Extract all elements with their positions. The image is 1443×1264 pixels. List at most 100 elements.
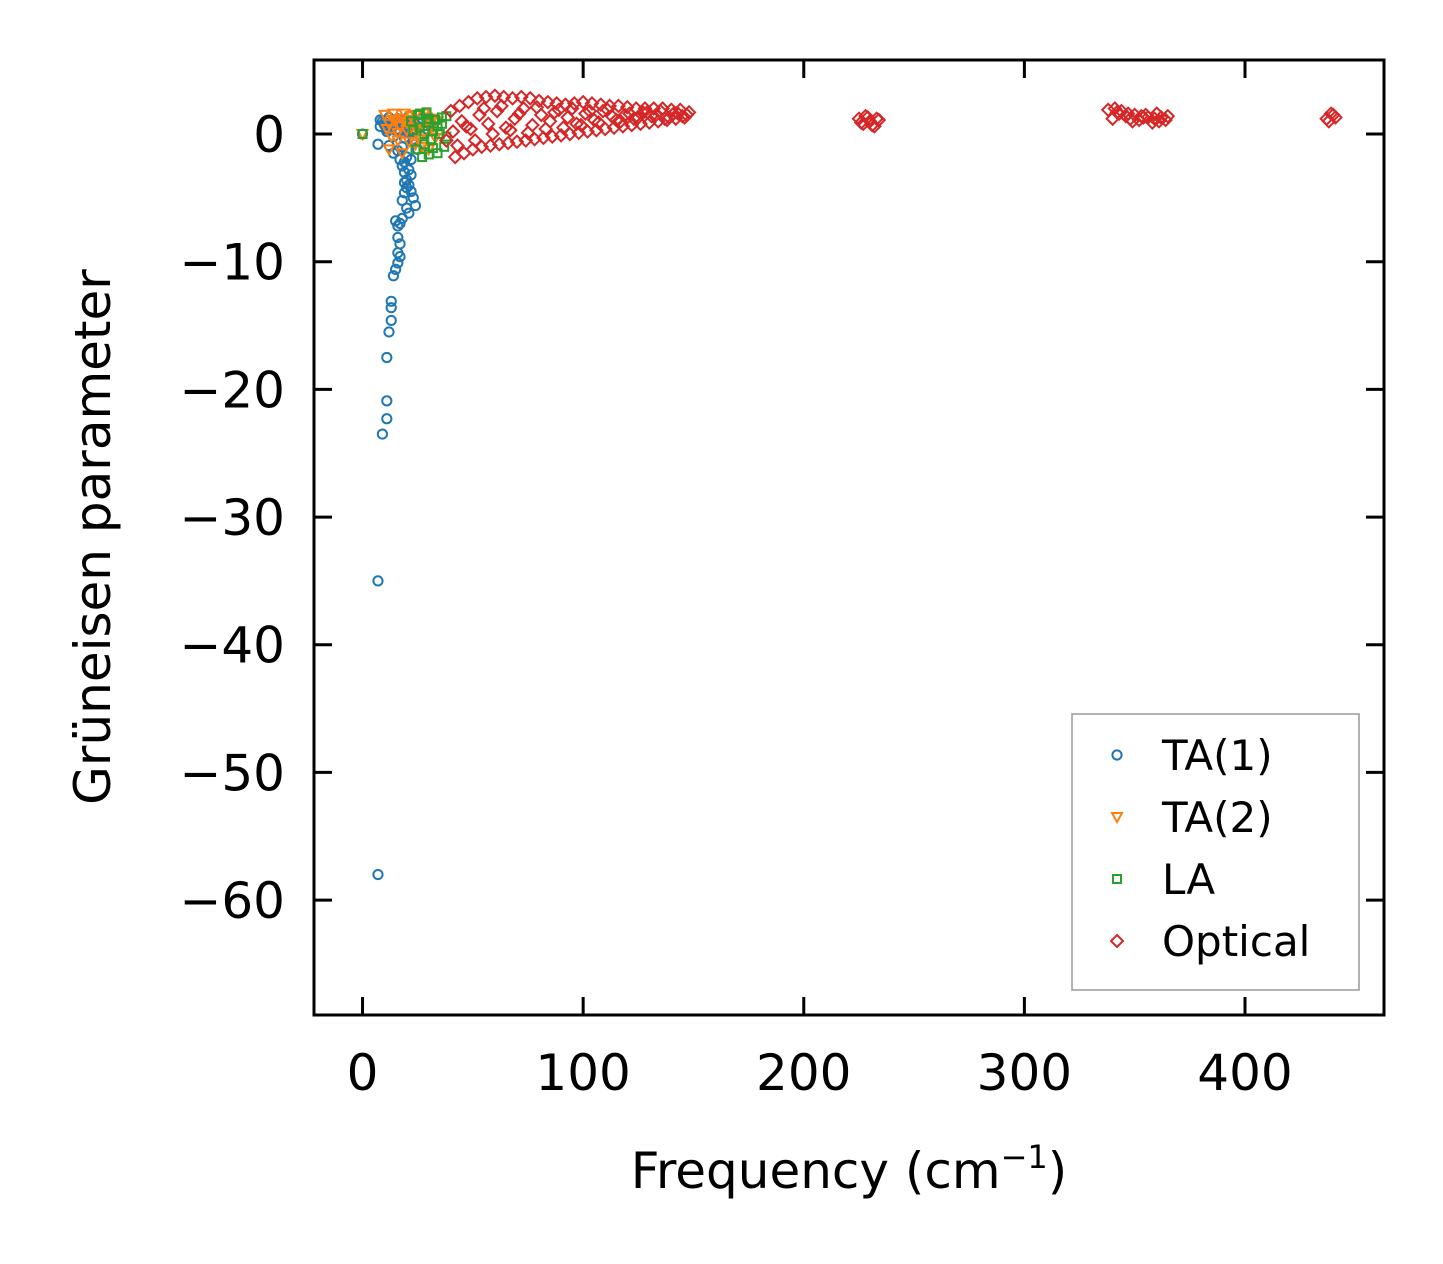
data-point-la [408, 125, 419, 136]
data-point-ta-1 [387, 270, 400, 282]
data-point-optical [443, 103, 459, 119]
data-point-optical [445, 124, 461, 139]
data-point-la [410, 144, 421, 155]
y-tick-label: −60 [179, 872, 285, 930]
data-point-optical [675, 108, 690, 124]
legend-label: Optical [1162, 917, 1310, 966]
data-point-optical [502, 122, 518, 138]
data-point-optical [463, 121, 479, 137]
data-point-ta-1 [385, 295, 397, 307]
legend-marker [1111, 749, 1123, 761]
data-point-ta-2 [386, 115, 401, 128]
legend-marker [1110, 812, 1124, 825]
data-point-optical [487, 88, 503, 104]
data-point-optical [555, 120, 571, 136]
data-point-ta-2 [391, 127, 405, 140]
data-point-optical [619, 99, 635, 115]
plot-frame [312, 58, 1386, 1017]
data-point-optical [564, 101, 580, 116]
data-point-optical [438, 133, 454, 148]
data-point-ta-2 [382, 144, 396, 157]
ticks-layer: 0 100 200 300 400 0 −10 −20 −30 −40 −50 −60 [179, 60, 1384, 1102]
data-point-ta-2 [395, 148, 409, 161]
data-point-optical [635, 104, 651, 120]
y-axis-label: Grüneisen parameter [64, 269, 122, 805]
data-point-optical [1158, 112, 1174, 128]
y-tick-label: −10 [179, 234, 285, 292]
data-point-ta-1 [392, 231, 404, 244]
data-point-ta-2 [402, 136, 416, 149]
data-point-la [441, 131, 452, 142]
data-point-optical [507, 111, 523, 127]
legend: TA(1) TA(2) LA Optical [1071, 713, 1360, 991]
data-point-ta-1 [405, 153, 417, 166]
legend-items: TA(1) TA(2) LA Optical [1109, 731, 1310, 966]
data-point-ta-1 [372, 575, 384, 587]
x-tick-label: 100 [535, 1044, 630, 1102]
data-point-optical [593, 97, 609, 113]
data-point-optical [1325, 107, 1341, 123]
data-point-ta-1 [398, 187, 411, 199]
data-point-ta-1 [403, 207, 415, 219]
data-point-optical [449, 138, 465, 153]
data-point-ta-1 [398, 176, 411, 189]
data-point-optical [871, 112, 887, 128]
data-point-ta-1 [392, 257, 404, 269]
data-point-optical [577, 106, 593, 122]
data-point-ta-1 [383, 326, 395, 338]
data-point-optical [1160, 108, 1176, 124]
x-tick-label: 300 [977, 1044, 1072, 1102]
data-point-optical [595, 103, 611, 119]
data-point-ta-1 [381, 413, 393, 425]
legend-marker [1112, 874, 1122, 884]
legend-label: TA(2) [1161, 793, 1273, 842]
y-tick-label: −20 [179, 361, 285, 419]
data-point-optical [511, 106, 527, 122]
data-point-ta-1 [385, 302, 397, 314]
y-tick-label: 0 [253, 106, 285, 164]
data-point-ta-1 [401, 182, 413, 194]
legend-label: LA [1162, 855, 1215, 904]
data-point-ta-2 [393, 121, 407, 134]
data-point-optical [538, 121, 554, 137]
y-tick-label: −40 [179, 617, 285, 675]
data-point-optical [494, 98, 509, 114]
data-point-ta-1 [381, 395, 393, 407]
data-point-la [419, 129, 430, 140]
data-point-optical [1136, 110, 1151, 125]
data-point-ta-1 [385, 314, 397, 327]
y-tick-label: −50 [179, 744, 285, 802]
plot-area-group: 0 100 200 300 400 0 −10 −20 −30 −40 −50 −60 [179, 58, 1386, 1102]
data-point-optical [584, 95, 600, 111]
data-point-optical [1151, 113, 1167, 129]
data-point-ta-1 [394, 238, 406, 250]
x-tick-label: 400 [1197, 1044, 1292, 1102]
x-axis-label: Frequency (cm−1) [631, 1138, 1068, 1200]
data-point-optical [1122, 111, 1138, 127]
data-point-ta-2 [380, 123, 394, 137]
data-point-optical [569, 116, 584, 132]
data-point-ta-1 [372, 138, 384, 150]
data-point-optical [1149, 106, 1165, 122]
data-point-optical [652, 103, 668, 119]
data-point-optical [575, 94, 591, 110]
data-point-optical [520, 125, 536, 141]
data-point-la [417, 152, 428, 163]
data-point-ta-1 [407, 192, 419, 204]
legend-marker [1109, 933, 1125, 949]
data-point-optical [513, 89, 529, 105]
data-point-ta-2 [397, 108, 412, 121]
data-point-optical [489, 103, 505, 119]
data-point-ta-1 [394, 217, 406, 230]
data-point-optical [608, 112, 624, 128]
data-point-optical [467, 133, 483, 148]
data-point-optical [547, 104, 562, 120]
legend-label: TA(1) [1161, 731, 1273, 780]
data-point-ta-1 [394, 251, 406, 263]
data-point-optical [611, 98, 626, 114]
data-point-la [357, 129, 368, 140]
y-tick-label: −30 [179, 489, 285, 547]
data-point-optical [540, 94, 556, 110]
data-point-ta-1 [372, 868, 384, 881]
data-point-optical [476, 101, 492, 116]
